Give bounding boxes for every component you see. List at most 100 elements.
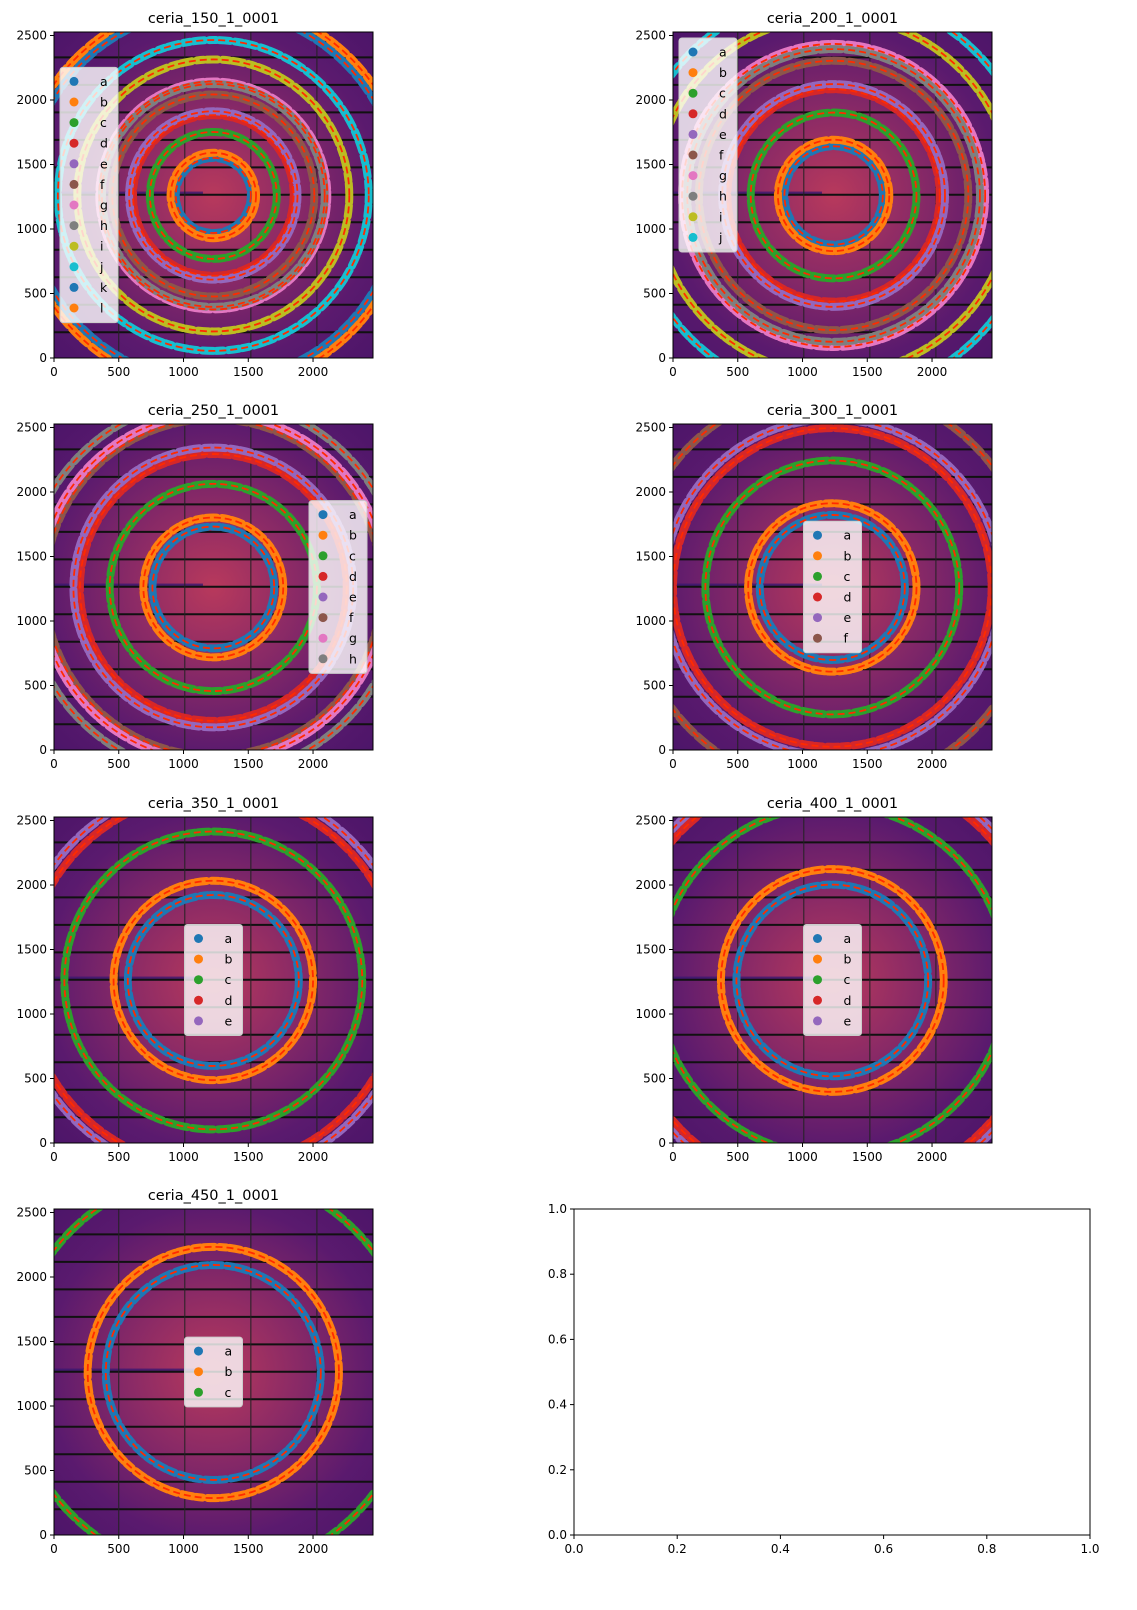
x-tick-label: 1500 (852, 757, 883, 771)
legend-label: c (349, 548, 356, 563)
legend-label: c (225, 972, 232, 987)
legend-marker-a (194, 1346, 203, 1356)
subplot-title: ceria_350_1_0001 (148, 796, 279, 812)
y-tick-label: 2500 (16, 813, 47, 827)
x-tick-label: 500 (726, 757, 749, 771)
legend-marker-d (194, 995, 203, 1005)
legend-label: e (349, 590, 357, 605)
beamstop-shadow (54, 1368, 203, 1373)
legend-label: g (719, 168, 727, 183)
x-tick-label: 2000 (917, 365, 948, 379)
y-tick-label: 2000 (16, 1270, 47, 1284)
legend-marker-d (318, 571, 328, 581)
legend-marker-j (69, 262, 79, 272)
subplot-5: 0 500 1000 1500 2000 0 500 1000 1500 2000 2500 ceri… (16, 796, 374, 1164)
legend-label: e (844, 610, 852, 625)
ring-fit-a (126, 894, 300, 1067)
legend-label: a (100, 74, 108, 89)
y-tick-label: 2000 (635, 485, 666, 499)
x-tick-label: 1.0 (1080, 1542, 1099, 1556)
legend-marker-k (69, 282, 79, 292)
y-tick-label: 0.4 (548, 1398, 567, 1412)
x-tick-label: 1500 (852, 1150, 883, 1164)
ring-fit-j (56, 39, 370, 352)
ring-fit-h (686, 48, 981, 343)
legend-marker-d (69, 138, 79, 148)
legend-marker-a (318, 510, 328, 520)
ring-fit-b (777, 138, 891, 253)
legend-marker-b (688, 68, 698, 78)
y-tick-label: 2500 (16, 420, 47, 434)
legend-label: c (100, 115, 107, 130)
detector-image (673, 424, 992, 750)
legend-marker-f (813, 633, 822, 643)
y-tick-label: 2500 (635, 28, 666, 42)
x-tick-label: 2000 (917, 1150, 948, 1164)
legend-label: h (719, 189, 727, 204)
subplot-title: ceria_250_1_0001 (148, 403, 279, 419)
y-tick-label: 0 (39, 1136, 47, 1150)
legend-label: e (844, 1013, 852, 1028)
y-tick-label: 2000 (16, 485, 47, 499)
legend-label: e (225, 1013, 233, 1028)
subplot-2: 0 500 1000 1500 2000 0 500 1000 1500 2000 2500 ceri… (635, 11, 993, 379)
y-tick-label: 2000 (635, 878, 666, 892)
y-tick-label: 2500 (635, 420, 666, 434)
y-tick-label: 0 (39, 743, 47, 757)
x-tick-label: 1500 (233, 757, 264, 771)
x-tick-label: 2000 (298, 1542, 329, 1556)
x-tick-label: 500 (107, 1542, 130, 1556)
x-tick-label: 0 (669, 1150, 677, 1164)
legend-marker-d (813, 592, 822, 602)
legend-box (308, 500, 368, 674)
subplot-title: ceria_300_1_0001 (767, 403, 898, 419)
legend-label: b (844, 952, 852, 967)
x-tick-label: 0.6 (874, 1542, 893, 1556)
legend-box (184, 924, 243, 1036)
legend-label: k (100, 280, 108, 295)
legend-label: c (844, 972, 851, 987)
legend-box (59, 66, 119, 324)
y-tick-label: 0 (39, 351, 47, 365)
legend-marker-b (813, 551, 822, 561)
x-tick-label: 0 (50, 757, 58, 771)
legend-label: c (844, 569, 851, 584)
ring-fit-f (111, 93, 316, 298)
ring-fit-c (704, 459, 961, 716)
y-tick-label: 500 (643, 678, 666, 692)
legend-label: i (719, 209, 722, 224)
ring-fit-b (747, 502, 918, 673)
legend-marker-a (688, 47, 698, 57)
legend-marker-l (69, 303, 79, 313)
x-tick-label: 0 (50, 1150, 58, 1164)
legend-marker-e (194, 1016, 203, 1026)
legend-label: d (100, 136, 108, 151)
axes-frame (53, 816, 374, 1144)
legend-label: b (349, 528, 357, 543)
y-tick-label: 2000 (635, 93, 666, 107)
legend-marker-f (688, 150, 698, 160)
ring-fit-i (76, 58, 351, 333)
y-tick-label: 1500 (635, 942, 666, 956)
legend-marker-e (813, 1016, 822, 1026)
x-tick-label: 0.2 (668, 1542, 687, 1556)
ring-fit-d (132, 114, 295, 277)
legend-marker-e (318, 592, 328, 602)
subplot-3: 0 500 1000 1500 2000 0 500 1000 1500 2000 2500 ceri… (16, 403, 374, 771)
y-tick-label: 1500 (16, 157, 47, 171)
legend-label: d (844, 993, 852, 1008)
legend-marker-e (69, 159, 79, 169)
ring-fit-a (104, 1264, 322, 1481)
x-tick-label: 0 (50, 365, 58, 379)
legend-label: b (225, 952, 233, 967)
y-tick-label: 1500 (16, 942, 47, 956)
ring-fit-b (142, 516, 285, 659)
legend-label: f (100, 177, 105, 192)
subplot-title: ceria_450_1_0001 (148, 1188, 279, 1204)
legend-marker-g (69, 200, 79, 210)
legend-label: f (719, 148, 724, 163)
y-tick-label: 2500 (16, 1205, 47, 1219)
axes-frame (53, 1208, 374, 1536)
x-tick-label: 1000 (787, 1150, 818, 1164)
legend-box (803, 924, 862, 1036)
